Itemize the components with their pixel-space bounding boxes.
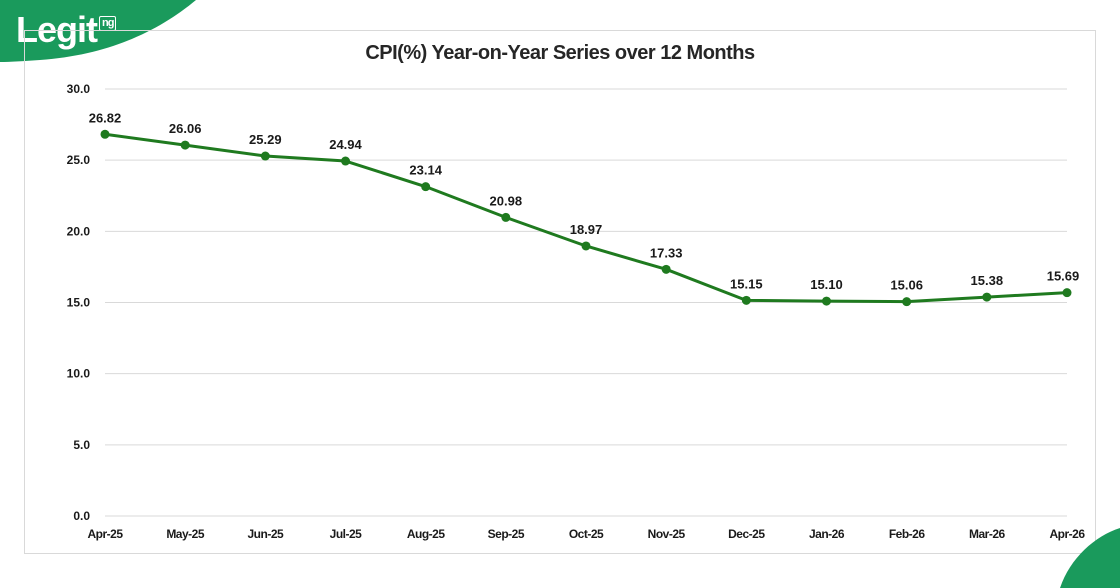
- data-label: 24.94: [329, 137, 362, 152]
- y-tick-label: 25.0: [67, 153, 91, 167]
- x-axis-ticks: Apr-25 May-25 Jun-25 Jul-25 Aug-25 Sep-25 Oct-…: [87, 527, 1085, 541]
- data-point: [1062, 288, 1072, 298]
- x-tick-label: Jul-25: [330, 527, 363, 541]
- x-tick-label: Jun-25: [247, 527, 284, 541]
- data-point: [501, 212, 511, 222]
- data-label: 25.29: [249, 132, 282, 147]
- data-point: [341, 156, 350, 166]
- gridlines: [105, 88, 1067, 517]
- y-tick-label: 5.0: [73, 438, 90, 452]
- data-label: 15.06: [890, 278, 923, 293]
- corner-decoration: [1060, 528, 1120, 588]
- x-tick-label: Feb-26: [889, 527, 926, 541]
- data-label: 18.97: [570, 222, 603, 237]
- y-tick-label: 0.0: [73, 509, 90, 523]
- data-label: 26.06: [169, 121, 202, 136]
- y-tick-label: 20.0: [67, 224, 91, 238]
- data-point: [822, 296, 831, 306]
- x-tick-label: Apr-25: [87, 527, 123, 541]
- x-tick-label: Sep-25: [488, 527, 525, 541]
- series-line: [104, 132, 1068, 304]
- x-tick-label: Apr-26: [1049, 527, 1085, 541]
- data-label: 20.98: [490, 193, 523, 208]
- cpi-series-line: [104, 132, 1068, 304]
- x-tick-label: Nov-25: [648, 527, 686, 541]
- x-tick-label: May-25: [166, 527, 205, 541]
- data-point: [741, 295, 751, 305]
- data-label: 23.14: [409, 163, 442, 178]
- logo-text: Legit: [16, 9, 98, 50]
- x-tick-label: Dec-25: [728, 527, 765, 541]
- data-point: [982, 292, 992, 302]
- data-points: [100, 129, 1072, 307]
- data-point: [180, 140, 190, 150]
- chart-title: CPI(%) Year-on-Year Series over 12 Month…: [365, 42, 755, 64]
- x-tick-label: Jan-26: [809, 527, 845, 541]
- data-point: [661, 264, 671, 274]
- data-point: [100, 129, 110, 139]
- data-point: [581, 241, 591, 251]
- y-tick-label: 30.0: [67, 82, 91, 96]
- chart-frame: [24, 30, 1096, 554]
- data-point: [260, 151, 270, 161]
- y-tick-label: 10.0: [67, 367, 91, 381]
- data-labels: 26.82 26.06 25.29 24.94 23.14 20.98 18.97 17.33…: [89, 110, 1080, 292]
- data-label: 26.82: [89, 110, 122, 125]
- data-label: 15.10: [810, 277, 843, 292]
- data-label: 15.69: [1047, 269, 1080, 284]
- x-tick-label: Aug-25: [407, 527, 445, 541]
- x-tick-label: Mar-26: [969, 527, 1006, 541]
- data-label: 17.33: [650, 245, 683, 260]
- logo-background: [0, 0, 196, 62]
- data-point: [902, 297, 912, 307]
- data-point: [421, 182, 431, 192]
- y-tick-label: 15.0: [67, 296, 91, 310]
- x-tick-label: Oct-25: [569, 527, 604, 541]
- data-label: 15.15: [730, 276, 763, 291]
- data-label: 15.38: [971, 273, 1004, 288]
- y-axis-ticks: 0.0 5.0 10.0 15.0 20.0 25.0 30.0: [67, 82, 91, 523]
